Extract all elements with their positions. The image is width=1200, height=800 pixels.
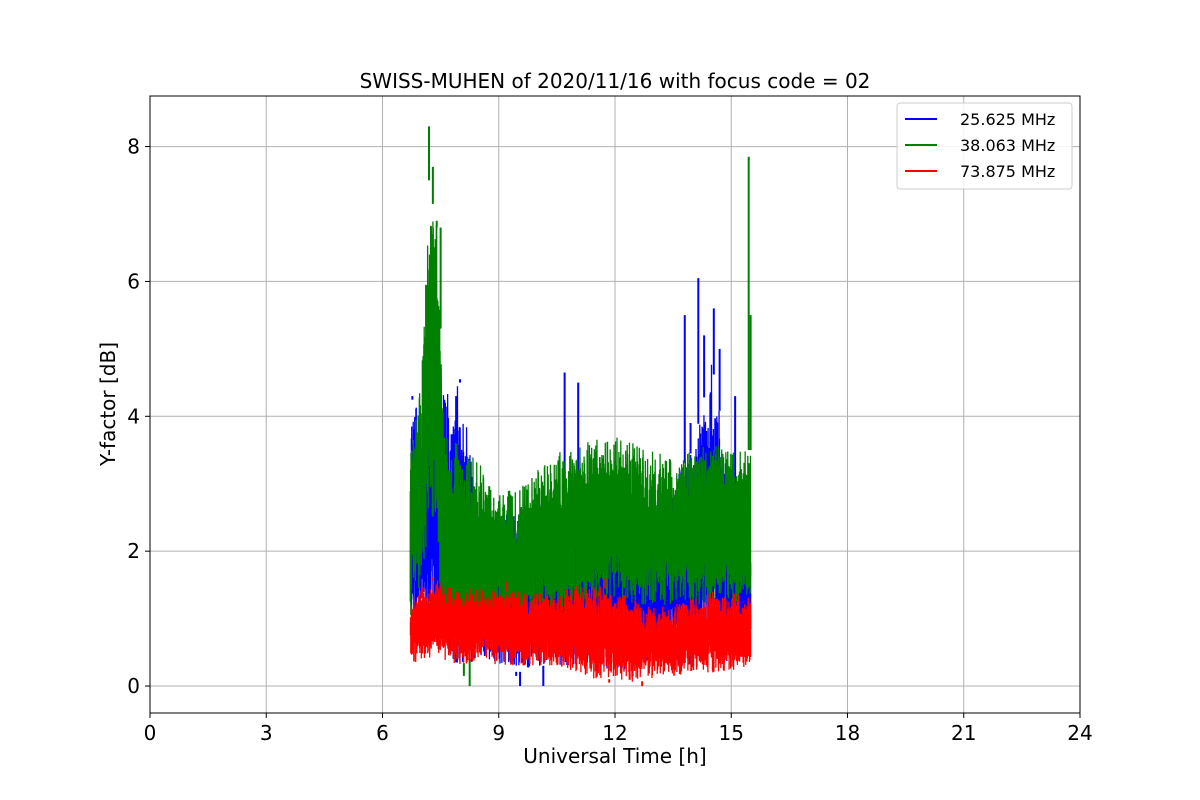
legend-box bbox=[896, 102, 1073, 190]
x-tick-label: 21 bbox=[951, 721, 976, 745]
legend-label: 38.063 MHz bbox=[960, 136, 1055, 155]
y-tick-label: 0 bbox=[127, 674, 140, 698]
series-layer bbox=[409, 126, 752, 687]
chart-title: SWISS-MUHEN of 2020/11/16 with focus cod… bbox=[360, 69, 871, 93]
y-axis-label: Y-factor [dB] bbox=[96, 342, 120, 467]
x-tick-label: 6 bbox=[376, 721, 389, 745]
x-tick-label: 3 bbox=[260, 721, 273, 745]
x-tick-label: 12 bbox=[602, 721, 627, 745]
y-tick-label: 8 bbox=[127, 135, 140, 159]
legend: 25.625 MHz 38.063 MHz 73.875 MHz bbox=[896, 102, 1073, 190]
x-tick-label: 15 bbox=[719, 721, 744, 745]
legend-label: 25.625 MHz bbox=[960, 110, 1055, 129]
x-tick-label: 0 bbox=[144, 721, 157, 745]
y-tick-label: 2 bbox=[127, 539, 140, 563]
legend-label: 73.875 MHz bbox=[960, 162, 1055, 181]
y-tick-label: 6 bbox=[127, 269, 140, 293]
x-tick-label: 24 bbox=[1067, 721, 1092, 745]
x-axis-label: Universal Time [h] bbox=[523, 744, 706, 768]
x-tick-label: 9 bbox=[492, 721, 505, 745]
series-line bbox=[409, 580, 752, 682]
x-tick-label: 18 bbox=[835, 721, 860, 745]
y-axis: 0 2 4 6 8 bbox=[127, 135, 150, 698]
x-axis: 0 3 6 9 12 15 18 21 24 bbox=[144, 713, 1093, 745]
series-3 bbox=[409, 576, 752, 687]
y-tick-label: 4 bbox=[127, 404, 140, 428]
